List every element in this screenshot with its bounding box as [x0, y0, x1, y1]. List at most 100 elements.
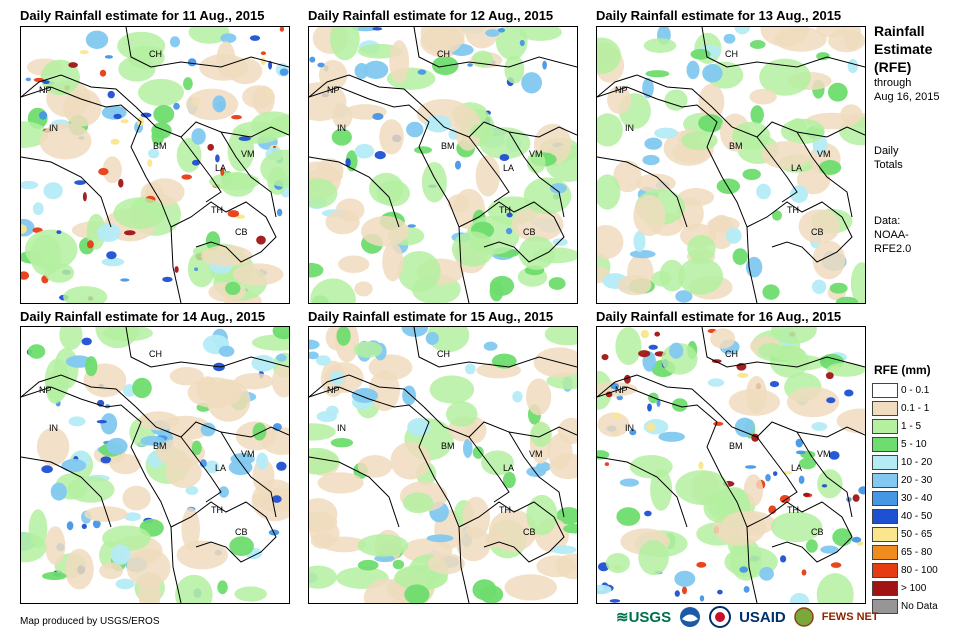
rain-cell	[650, 468, 673, 511]
rain-cell	[40, 59, 80, 96]
rain-cell	[717, 589, 723, 595]
rain-cell	[780, 118, 825, 144]
rain-cell	[698, 114, 724, 133]
rain-cell	[173, 102, 180, 110]
rain-cell	[191, 440, 202, 456]
rain-cell	[382, 242, 404, 282]
rain-cell	[462, 496, 490, 539]
legend-item: > 100	[872, 580, 958, 598]
rain-cell	[472, 446, 484, 459]
rain-cell	[801, 569, 807, 576]
rain-cell	[533, 347, 577, 378]
rain-cell	[536, 555, 577, 578]
country-boundary	[701, 327, 865, 368]
rain-cell	[42, 571, 67, 581]
rain-cell	[220, 33, 237, 43]
rain-cell	[761, 141, 811, 169]
rain-cell	[597, 113, 623, 147]
rain-cell	[762, 284, 780, 300]
rain-cell	[109, 453, 141, 475]
rain-cell	[232, 263, 284, 286]
rain-cell	[491, 353, 517, 369]
rain-cell	[675, 290, 693, 303]
rain-cell	[28, 509, 48, 549]
rain-cell	[429, 375, 475, 404]
country-boundary	[711, 406, 865, 438]
rain-cell	[68, 62, 78, 68]
rain-cell	[402, 385, 416, 406]
rain-cell	[601, 354, 609, 361]
legend-item: 80 - 100	[872, 562, 958, 580]
country-boundary	[220, 431, 277, 518]
legend-swatch	[872, 491, 898, 506]
country-boundary	[508, 431, 565, 518]
country-label-ch: CH	[725, 349, 738, 359]
rain-cell	[654, 331, 660, 337]
rain-cell	[530, 422, 552, 447]
rain-cell	[597, 174, 621, 210]
rain-cell	[79, 50, 89, 54]
rain-cell	[209, 172, 260, 191]
rain-cell	[124, 230, 136, 236]
legend-label: 30 - 40	[901, 493, 933, 504]
rain-cell	[447, 194, 470, 212]
legend-item: 65 - 80	[872, 544, 958, 562]
rain-cell	[597, 584, 612, 595]
rain-cell	[672, 398, 688, 412]
rain-cell	[21, 271, 30, 280]
country-label-th: TH	[499, 505, 511, 515]
panel-title-4: Daily Rainfall estimate for 14 Aug., 201…	[20, 309, 266, 324]
sidebar-title-line1: Rainfall	[874, 23, 925, 39]
rain-cell	[68, 416, 86, 427]
country-label-in: IN	[337, 123, 346, 133]
rain-cell	[107, 90, 115, 99]
rain-cell	[489, 275, 515, 296]
rain-cell	[726, 227, 742, 244]
rain-cell	[811, 422, 828, 431]
rain-cell	[769, 381, 780, 388]
country-label-la: LA	[215, 163, 227, 173]
legend-swatch	[872, 563, 898, 578]
rain-cell	[215, 154, 220, 163]
country-boundary	[458, 201, 565, 263]
rain-cell	[803, 492, 810, 497]
rain-cell	[99, 562, 124, 580]
rain-cell	[756, 183, 771, 200]
rain-cell	[402, 492, 434, 514]
rain-cell	[497, 28, 506, 33]
rain-cell	[742, 168, 761, 181]
rain-cell	[745, 375, 767, 414]
rainfall-field	[597, 27, 865, 303]
rain-cell	[629, 455, 673, 479]
rain-cell	[82, 192, 87, 202]
country-boundary	[309, 156, 400, 228]
rain-cell	[454, 107, 482, 151]
rainfall-field	[21, 327, 289, 603]
rain-cell	[780, 555, 787, 563]
rain-cell	[330, 438, 354, 448]
rain-cell	[272, 327, 289, 340]
rain-cell	[651, 270, 672, 287]
rainfall-field	[597, 327, 865, 603]
country-label-vm: VM	[817, 149, 831, 159]
coastline	[597, 86, 758, 303]
country-boundary	[135, 406, 289, 438]
rain-cell	[542, 60, 547, 70]
panel-title-1: Daily Rainfall estimate for 11 Aug., 201…	[20, 8, 265, 23]
country-label-vm: VM	[529, 149, 543, 159]
coastline	[309, 386, 470, 603]
rain-cell	[99, 69, 107, 77]
rain-cell	[518, 236, 555, 270]
rain-cell	[390, 442, 431, 480]
rain-cell	[811, 279, 827, 294]
rain-cell	[120, 278, 130, 282]
legend-swatch	[872, 581, 898, 596]
rain-cell	[138, 78, 184, 107]
rain-cell	[124, 512, 141, 522]
panel-title-3: Daily Rainfall estimate for 13 Aug., 201…	[596, 8, 842, 23]
rain-cell	[106, 251, 117, 260]
rain-cell	[648, 344, 658, 350]
rain-cell	[495, 27, 528, 60]
rain-cell	[734, 417, 755, 438]
legend-item: 5 - 10	[872, 436, 958, 454]
